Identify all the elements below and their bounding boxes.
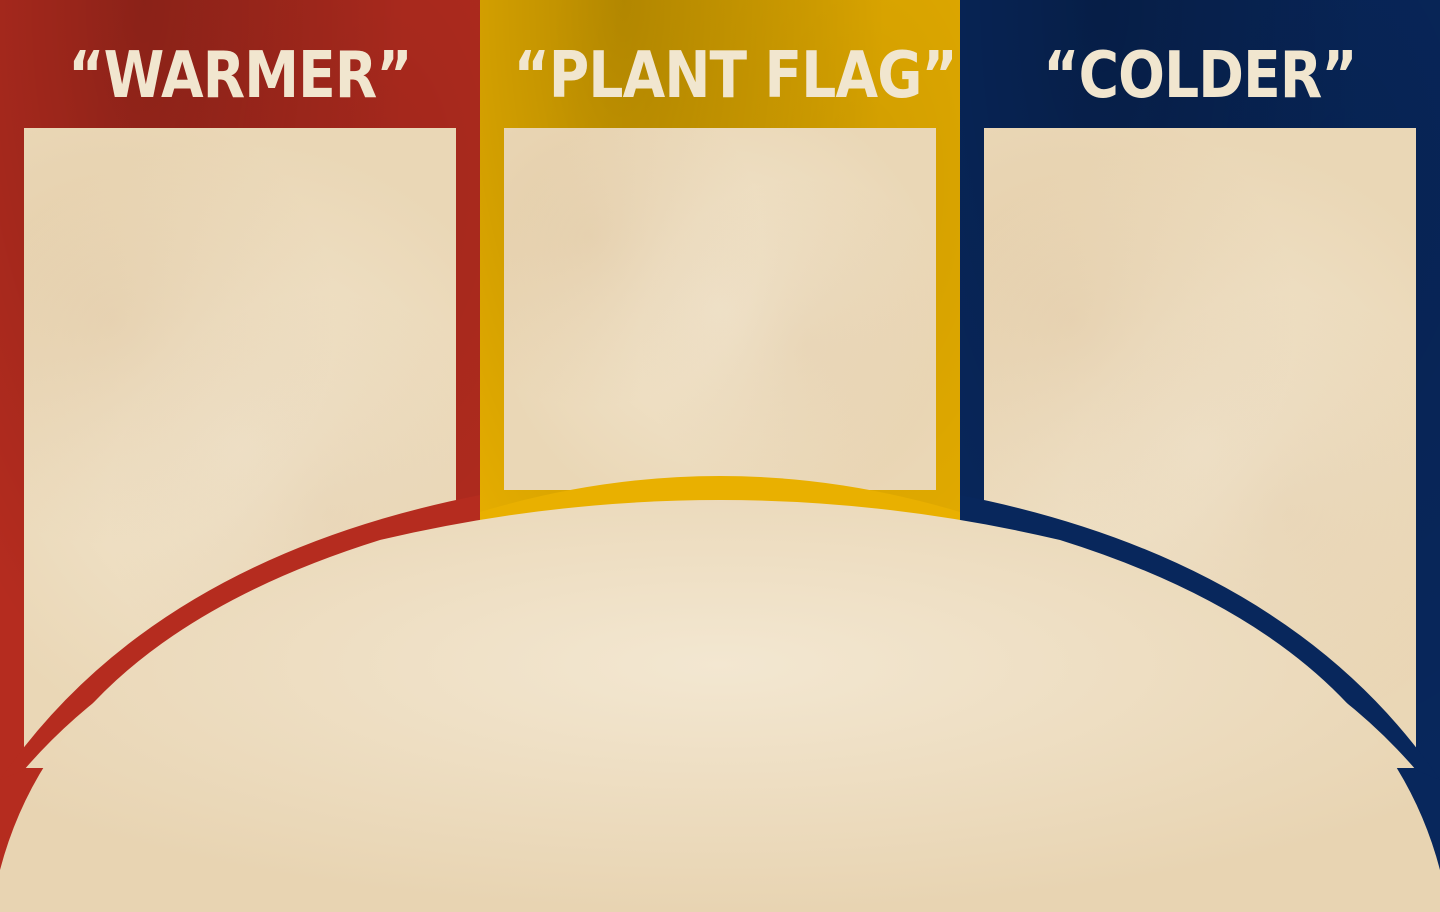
plant-flag-card-slot[interactable] (504, 128, 936, 490)
warmer-title: “WARMER” (68, 39, 412, 113)
colder-title: “COLDER” (1043, 39, 1357, 113)
center-dome[interactable] (0, 500, 1440, 912)
plant-flag-title: “PLANT FLAG” (513, 39, 958, 113)
